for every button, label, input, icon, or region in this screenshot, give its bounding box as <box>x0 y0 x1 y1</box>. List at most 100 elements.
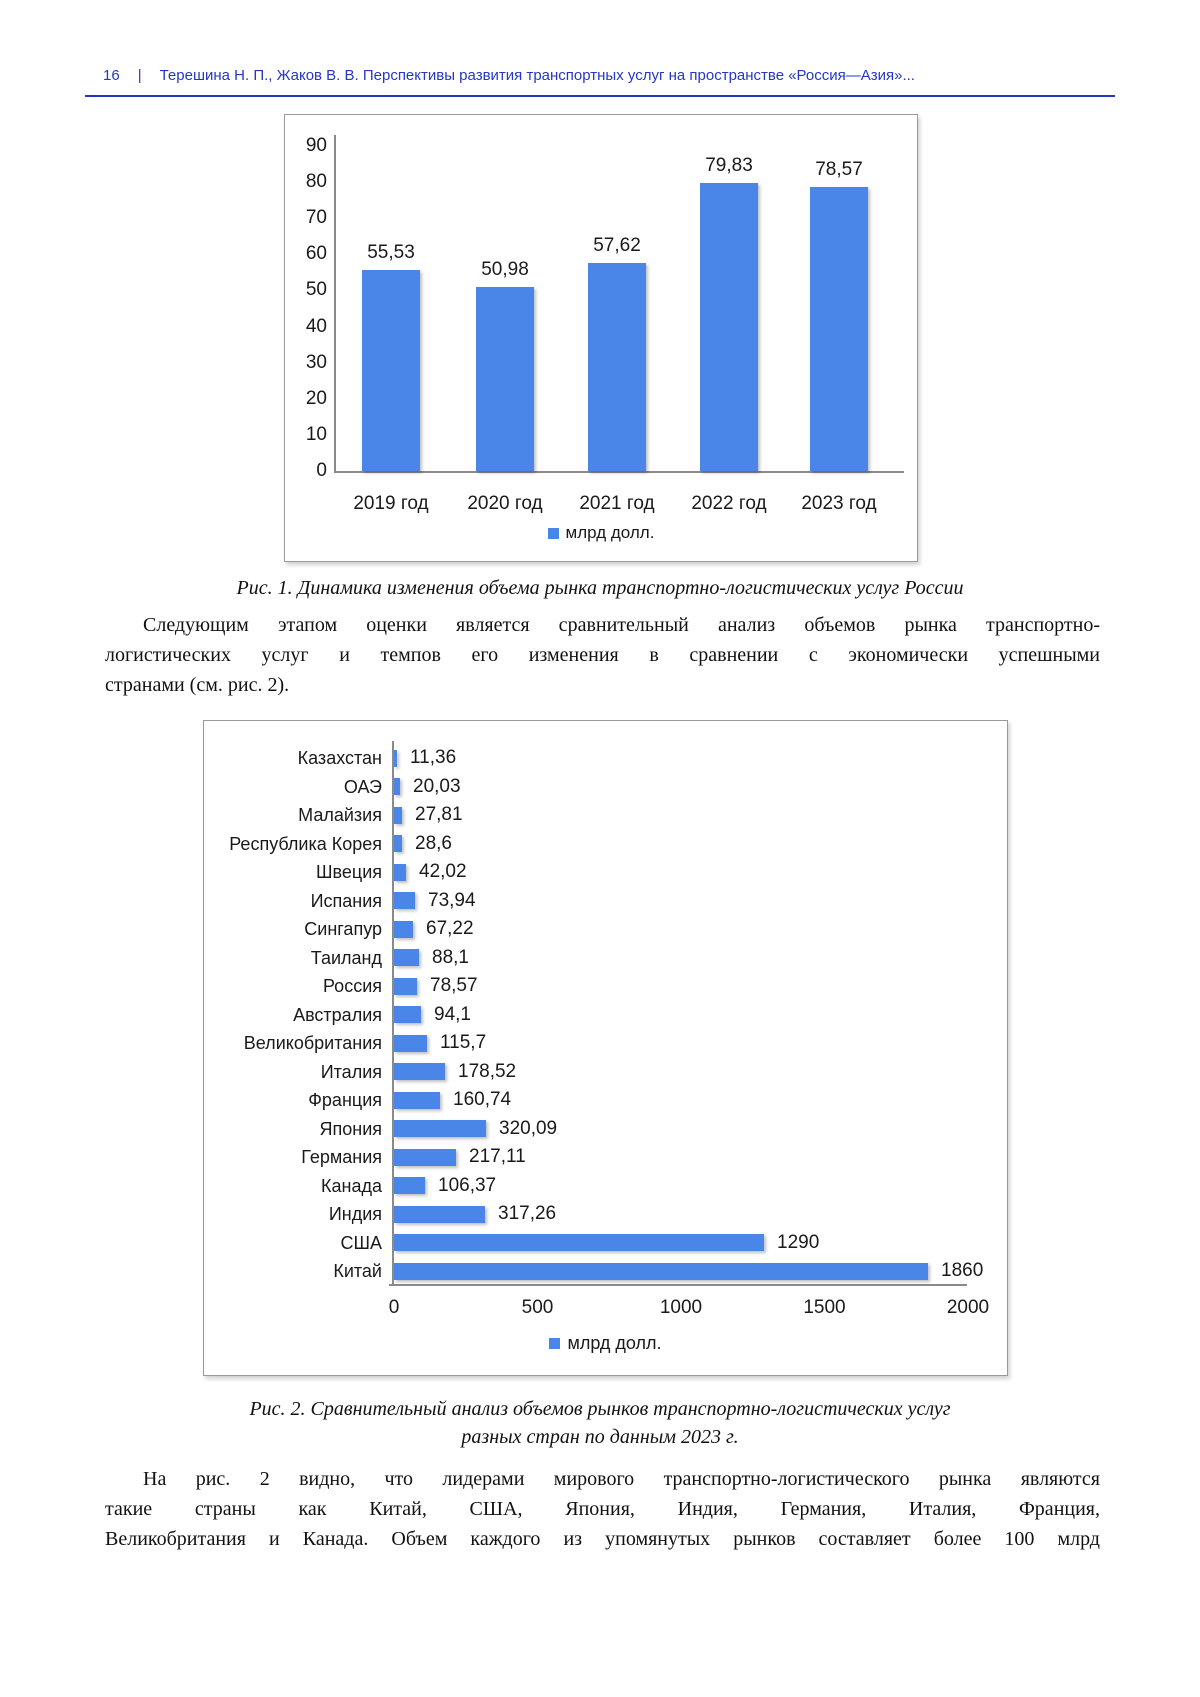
paragraph-line: странами (см. рис. 2). <box>105 674 290 696</box>
bar <box>394 1006 421 1023</box>
legend-swatch <box>549 1338 561 1349</box>
row-label: Республика Корея <box>229 833 382 854</box>
bar <box>700 183 758 471</box>
running-title: Терешина Н. П., Жаков В. В. Перспективы … <box>159 67 915 84</box>
bar <box>394 1063 445 1080</box>
category-axis-line <box>392 741 394 1284</box>
bar <box>394 977 417 995</box>
figure1-caption: Рис. 1. Динамика изменения объема рынка … <box>236 577 964 599</box>
bar-value-label: 67,22 <box>426 918 474 939</box>
bar <box>588 263 646 471</box>
header-separator: | <box>137 67 142 84</box>
bar-value-label: 88,1 <box>432 946 469 968</box>
y-tick-label: 30 <box>305 351 327 373</box>
bar-value-label: 28,6 <box>415 832 452 854</box>
bar <box>394 806 402 824</box>
paragraph-line: Следующим этапом оценки является сравнит… <box>143 614 1100 636</box>
y-tick-label: 60 <box>305 243 327 265</box>
bar <box>394 1034 427 1052</box>
bar <box>394 1205 485 1223</box>
row-label: Казахстан <box>297 748 382 768</box>
page-header: 16 | Терешина Н. П., Жаков В. В. Перспекти… <box>103 64 1115 88</box>
page-number: 16 <box>103 67 120 84</box>
row-label: Италия <box>320 1061 382 1082</box>
y-tick-label: 70 <box>305 207 327 229</box>
y-tick-label: 50 <box>305 279 327 301</box>
row-label: Германия <box>301 1147 382 1167</box>
y-tick-label: 0 <box>316 460 327 481</box>
paragraph-line: На рис. 2 видно, что лидерами мирового т… <box>143 1468 1100 1490</box>
bar-value-label: 50,98 <box>481 259 529 280</box>
bar-value-label: 320,09 <box>499 1117 558 1139</box>
y-tick-label: 90 <box>305 135 327 156</box>
row-label: Канада <box>321 1175 382 1196</box>
x-tick-label: 1000 <box>659 1297 703 1318</box>
bar-value-label: 27,81 <box>415 804 463 825</box>
bar <box>394 1262 928 1280</box>
bar <box>394 1177 425 1194</box>
chart-legend: млрд долл. <box>204 1333 1007 1354</box>
bar-value-label: 42,02 <box>419 861 467 882</box>
row-label: Австралия <box>293 1004 382 1025</box>
bar-value-label: 55,53 <box>367 242 415 263</box>
y-tick-label: 40 <box>305 315 327 337</box>
bar <box>810 187 868 471</box>
x-category-label: 2022 год <box>691 493 767 514</box>
row-label: Испания <box>310 890 382 911</box>
bar-value-label: 178,52 <box>458 1060 517 1082</box>
paragraph-2: На рис. 2 видно, что лидерами мирового т… <box>105 1464 1100 1554</box>
x-category-label: 2023 год <box>801 493 877 514</box>
bar-value-label: 160,74 <box>453 1089 512 1110</box>
x-tick-label: 2000 <box>946 1297 990 1318</box>
bar <box>394 1148 456 1166</box>
x-axis-line <box>389 1284 967 1286</box>
chart-legend: млрд долл. <box>285 523 917 543</box>
row-label: Япония <box>319 1118 383 1139</box>
bar <box>394 1234 764 1251</box>
bar-value-label: 1290 <box>777 1231 820 1253</box>
bar-value-label: 94,1 <box>434 1003 471 1025</box>
row-label: Китай <box>333 1261 382 1281</box>
figure2-bar-chart: Казахстан 11,36 ОАЭ 20,03 Малайзия 27,81 Респу… <box>203 720 1008 1376</box>
bar-value-label: 217,11 <box>469 1146 526 1167</box>
figure1-bar-chart: 0 10 20 30 40 50 60 70 80 90 55,53 2019 год 50,98 202… <box>284 114 918 562</box>
paragraph-line: такие страны как Китай, США, Япония, Инд… <box>105 1498 1100 1520</box>
legend-swatch <box>547 527 559 539</box>
x-tick-label: 1500 <box>803 1297 846 1318</box>
bar-value-label: 1860 <box>941 1260 984 1281</box>
bar <box>394 835 402 852</box>
legend-label: млрд долл. <box>567 1333 662 1353</box>
bar <box>394 749 397 767</box>
row-label: Таиланд <box>310 947 382 968</box>
bar-value-label: 317,26 <box>498 1203 557 1224</box>
bar-value-label: 79,83 <box>705 155 753 176</box>
legend-label: млрд долл. <box>565 523 655 542</box>
y-axis-line <box>334 135 336 471</box>
paragraph-1: Следующим этапом оценки является сравнит… <box>105 610 1100 700</box>
bar-value-label: 73,94 <box>428 889 476 911</box>
bar <box>394 778 400 795</box>
y-tick-label: 10 <box>305 423 327 445</box>
bar-value-label: 20,03 <box>413 775 461 797</box>
bar-value-label: 78,57 <box>815 159 863 180</box>
row-label: Швеция <box>316 862 382 882</box>
row-label: Сингапур <box>304 919 382 939</box>
bar <box>394 949 419 966</box>
paragraph-line: логистических услуг и темпов его изменен… <box>105 644 1100 666</box>
x-tick-label: 500 <box>521 1297 554 1318</box>
x-category-label: 2020 год <box>467 493 543 514</box>
figure2-caption-line1: Рис. 2. Сравнительный анализ объемов рын… <box>249 1398 951 1420</box>
figure2-caption-line2: разных стран по данным 2023 г. <box>461 1426 739 1448</box>
row-label: США <box>340 1232 382 1253</box>
bar <box>476 287 534 471</box>
bar-value-label: 11,36 <box>410 747 457 768</box>
bar <box>394 920 413 938</box>
bar-value-label: 57,62 <box>593 235 641 256</box>
bar <box>394 1091 440 1109</box>
bar <box>394 892 415 909</box>
row-label: Индия <box>328 1204 382 1224</box>
bar <box>394 1120 486 1137</box>
x-tick-label: 0 <box>388 1297 400 1318</box>
y-tick-label: 20 <box>305 387 327 409</box>
